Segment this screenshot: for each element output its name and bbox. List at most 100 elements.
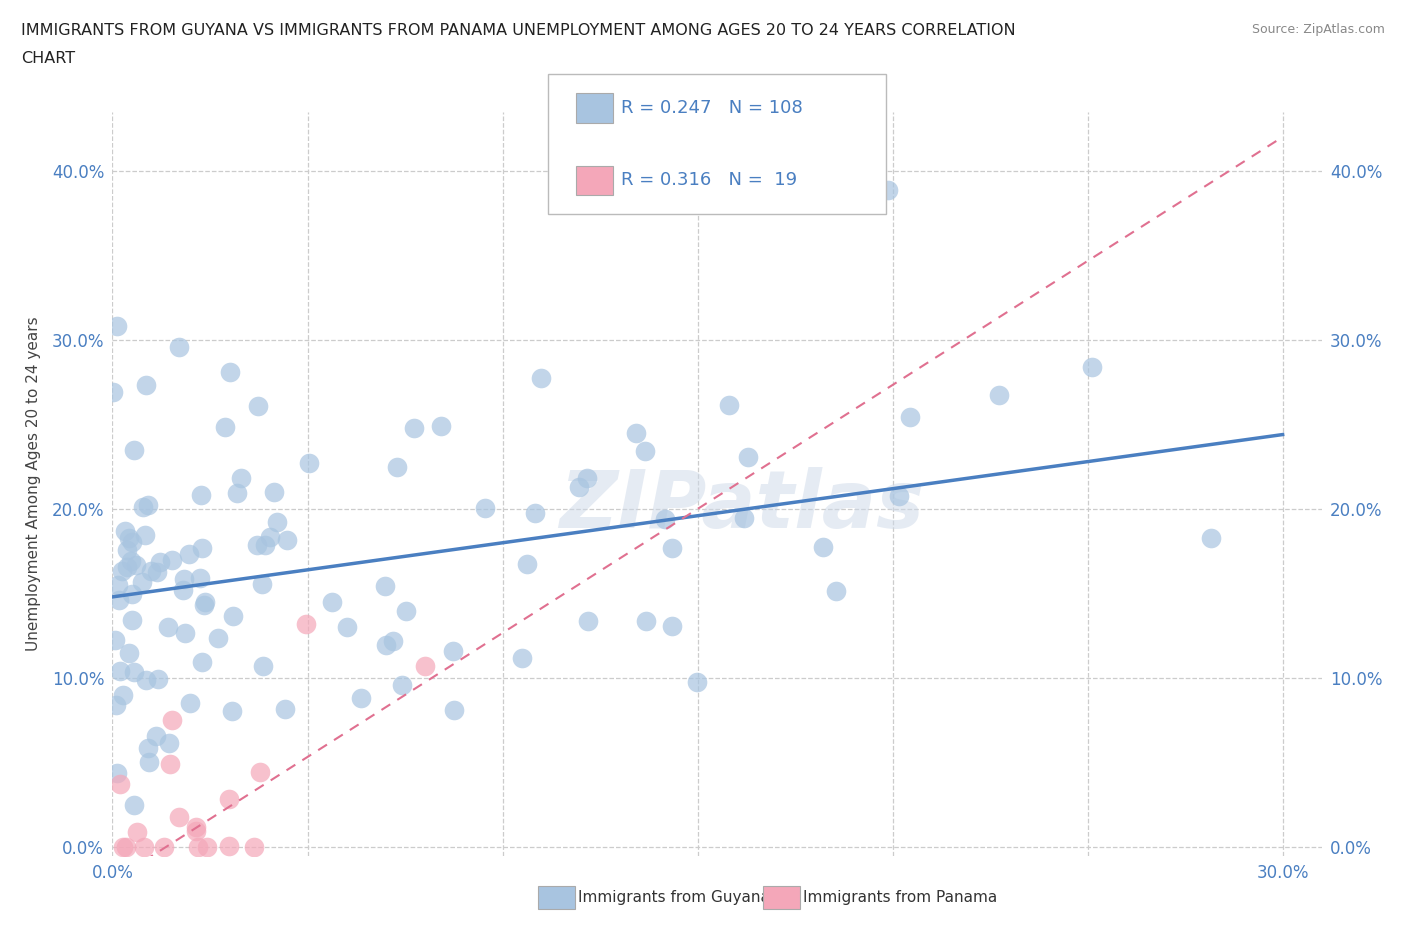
Point <box>335 619 357 634</box>
Text: Source: ZipAtlas.com: Source: ZipAtlas.com <box>1251 23 1385 36</box>
Point <box>145 728 167 743</box>
Point <box>259 529 281 544</box>
Point <box>118 645 141 660</box>
Point <box>156 619 179 634</box>
Point <box>988 388 1011 403</box>
Point <box>654 512 676 526</box>
Point <box>120 553 142 568</box>
Point <box>115 543 138 558</box>
Point <box>139 564 162 578</box>
Point <box>195 840 218 855</box>
Point <box>190 487 212 502</box>
Point <box>218 792 240 807</box>
Point <box>221 609 243 624</box>
Point <box>152 840 174 855</box>
Point <box>254 538 277 552</box>
Point <box>173 572 195 587</box>
Point <box>634 444 657 458</box>
Point <box>132 499 155 514</box>
Point <box>107 578 129 592</box>
Point <box>214 419 236 434</box>
Point <box>229 471 252 485</box>
Point <box>1081 360 1104 375</box>
Point <box>135 378 157 392</box>
Text: CHART: CHART <box>21 51 75 66</box>
Point <box>103 632 125 647</box>
Point <box>443 703 465 718</box>
Text: R = 0.316   N =  19: R = 0.316 N = 19 <box>621 171 797 190</box>
Point <box>118 531 141 546</box>
Point <box>321 594 343 609</box>
Point <box>737 449 759 464</box>
Point <box>430 418 453 433</box>
Point <box>187 840 209 855</box>
Point <box>179 696 201 711</box>
Point <box>110 564 132 578</box>
Point <box>297 456 319 471</box>
Point <box>190 541 212 556</box>
Point <box>101 384 124 399</box>
Point <box>249 764 271 779</box>
Point <box>246 399 269 414</box>
Point <box>136 740 159 755</box>
Point <box>661 619 683 634</box>
Point <box>624 426 647 441</box>
Point <box>524 505 547 520</box>
Point <box>160 712 183 727</box>
Point <box>167 339 190 354</box>
Point <box>530 370 553 385</box>
Point <box>135 673 157 688</box>
Point <box>634 613 657 628</box>
Point <box>121 586 143 601</box>
Point <box>375 638 398 653</box>
Text: IMMIGRANTS FROM GUYANA VS IMMIGRANTS FROM PANAMA UNEMPLOYMENT AMONG AGES 20 TO 2: IMMIGRANTS FROM GUYANA VS IMMIGRANTS FRO… <box>21 23 1015 38</box>
Point <box>193 598 215 613</box>
Point <box>474 500 496 515</box>
Y-axis label: Unemployment Among Ages 20 to 24 years: Unemployment Among Ages 20 to 24 years <box>25 316 41 651</box>
Point <box>125 557 148 572</box>
Point <box>825 583 848 598</box>
Point <box>132 840 155 855</box>
Text: Immigrants from Panama: Immigrants from Panama <box>803 890 997 905</box>
Point <box>876 183 898 198</box>
Point <box>252 577 274 591</box>
Point <box>188 571 211 586</box>
Point <box>136 498 159 512</box>
Point <box>149 554 172 569</box>
Point <box>576 613 599 628</box>
Point <box>568 479 591 494</box>
Point <box>276 533 298 548</box>
Point <box>382 633 405 648</box>
Point <box>252 658 274 673</box>
Point <box>108 777 131 792</box>
Point <box>172 582 194 597</box>
Point <box>105 318 128 333</box>
Point <box>122 665 145 680</box>
Point <box>114 840 136 855</box>
Point <box>225 485 247 500</box>
Point <box>121 613 143 628</box>
Point <box>112 840 135 855</box>
Point <box>108 663 131 678</box>
Point <box>111 688 134 703</box>
Point <box>117 560 139 575</box>
Point <box>246 538 269 552</box>
Point <box>159 756 181 771</box>
Point <box>160 553 183 568</box>
Point <box>125 825 148 840</box>
Point <box>191 654 214 669</box>
Point <box>218 838 240 853</box>
Point <box>733 511 755 525</box>
Point <box>294 617 316 631</box>
Point <box>512 650 534 665</box>
Point <box>134 527 156 542</box>
Point <box>131 575 153 590</box>
Point <box>385 459 408 474</box>
Point <box>811 540 834 555</box>
Point <box>350 690 373 705</box>
Point <box>157 736 180 751</box>
Point <box>718 398 741 413</box>
Point <box>413 658 436 673</box>
Text: R = 0.247   N = 108: R = 0.247 N = 108 <box>621 99 803 117</box>
Point <box>661 541 683 556</box>
